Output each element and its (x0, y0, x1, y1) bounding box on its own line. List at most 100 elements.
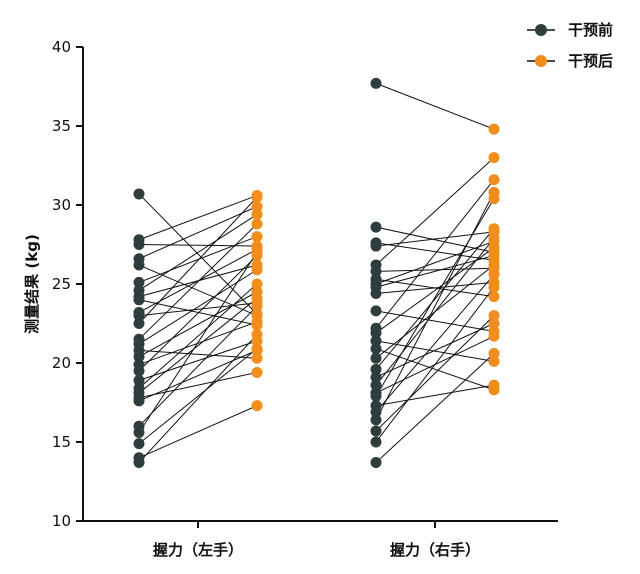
category-label: 握力（左手） (153, 541, 243, 559)
point-before (133, 276, 145, 288)
y-tick-label: 25 (52, 275, 71, 293)
y-tick-label: 10 (52, 512, 71, 530)
pair-line (375, 82, 495, 130)
point-before (370, 77, 382, 89)
pair-line (138, 236, 258, 283)
pair-line (138, 264, 258, 317)
pair-line (138, 252, 258, 433)
pair-line (138, 340, 258, 381)
point-before (370, 240, 382, 252)
point-after (488, 232, 500, 244)
point-after (251, 231, 263, 243)
pair-line (375, 157, 495, 266)
point-after (251, 316, 263, 328)
point-before (133, 310, 145, 322)
point-before (370, 457, 382, 469)
legend-label: 干预后 (568, 52, 613, 70)
pair-line (138, 196, 258, 324)
point-before (370, 371, 382, 383)
point-before (370, 390, 382, 402)
pair-line (375, 281, 495, 294)
pair-line (138, 255, 258, 372)
pair-line (375, 228, 495, 370)
point-after (488, 348, 500, 360)
point-after (488, 242, 500, 254)
point-after (251, 300, 263, 312)
pair-line (375, 255, 495, 288)
y-tick-label: 35 (52, 117, 71, 135)
pair-line (138, 305, 258, 427)
point-before (133, 457, 145, 469)
pair-line (138, 348, 258, 444)
pair-line (138, 283, 258, 389)
point-after (488, 310, 500, 322)
point-after (488, 223, 500, 235)
point-before (370, 327, 382, 339)
y-tick-label: 20 (52, 354, 71, 372)
pair-line (375, 340, 495, 362)
y-tick-label: 15 (52, 433, 71, 451)
point-after (488, 174, 500, 186)
point-before (370, 406, 382, 418)
point-before (370, 287, 382, 299)
point-after (488, 259, 500, 271)
pair-line (375, 384, 495, 407)
point-after (488, 123, 500, 135)
pair-line (138, 193, 258, 315)
point-before (133, 239, 145, 250)
pair-line (138, 195, 258, 241)
point-before (133, 188, 145, 200)
point-after (488, 152, 500, 164)
legend-label: 干预前 (568, 21, 613, 39)
pair-line (375, 242, 495, 261)
legend-marker (535, 24, 547, 36)
point-before (370, 352, 382, 364)
point-before (133, 294, 145, 306)
y-tick-label: 30 (52, 196, 71, 214)
point-before (370, 436, 382, 448)
data-points (133, 77, 500, 469)
y-axis-title: 测量结果 (kg) (23, 234, 41, 334)
pair-line (138, 214, 258, 291)
point-before (133, 259, 145, 271)
category-label: 握力（右手） (390, 541, 480, 559)
pair-line (138, 244, 258, 247)
point-after (488, 291, 500, 303)
legend-item-after: 干预后 (527, 52, 613, 70)
point-after (251, 343, 263, 355)
point-before (133, 438, 145, 450)
point-after (488, 250, 500, 262)
pair-line (375, 192, 495, 421)
pair-line (138, 291, 258, 358)
point-before (370, 335, 382, 347)
point-after (251, 191, 263, 203)
point-after (488, 186, 500, 198)
point-after (488, 379, 500, 391)
point-before (370, 221, 382, 233)
point-before (133, 427, 145, 439)
axes: 10 15 20 25 30 35 40 握力（左手） 握力（右手） (52, 38, 558, 559)
pair-line (375, 310, 495, 332)
point-before (370, 414, 382, 426)
point-after (488, 269, 500, 281)
point-before (370, 379, 382, 391)
pair-line (138, 299, 258, 326)
pair-line (375, 198, 495, 397)
point-after (251, 264, 263, 276)
pair-line (138, 334, 258, 463)
point-after (488, 355, 500, 367)
pair-line (375, 286, 495, 443)
pair-line (138, 206, 258, 260)
point-before (133, 351, 145, 363)
point-after (488, 330, 500, 342)
point-after (488, 318, 500, 329)
pair-line (138, 405, 258, 459)
pair-line (375, 274, 495, 413)
pair-line (138, 349, 258, 402)
point-before (133, 318, 145, 329)
point-before (133, 374, 145, 386)
pair-line (138, 371, 258, 399)
point-after (251, 329, 263, 341)
